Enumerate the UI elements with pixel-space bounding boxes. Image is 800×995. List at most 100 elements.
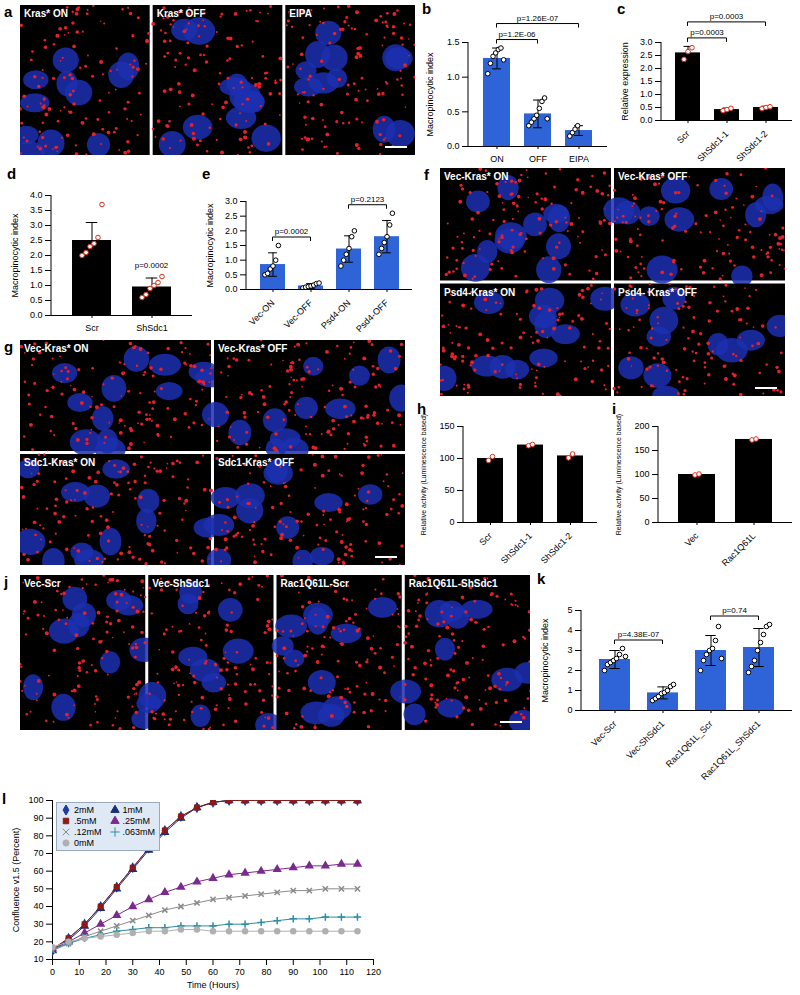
svg-text:p=0.0003: p=0.0003	[690, 28, 724, 37]
svg-text:2.0: 2.0	[30, 250, 43, 260]
svg-text:Relative expression: Relative expression	[620, 42, 630, 121]
svg-text:200: 200	[634, 421, 649, 431]
svg-text:0: 0	[644, 517, 649, 527]
svg-text:100: 100	[312, 967, 327, 977]
svg-text:110: 110	[340, 967, 354, 977]
svg-text:0.5: 0.5	[640, 102, 653, 112]
svg-text:30: 30	[33, 919, 43, 929]
svg-text:100: 100	[439, 453, 454, 463]
svg-text:Vec-Scr: Vec-Scr	[589, 719, 618, 748]
svg-text:p=0.0003: p=0.0003	[710, 12, 744, 21]
svg-text:1.5: 1.5	[640, 76, 653, 86]
svg-text:Kras* ON: Kras* ON	[24, 8, 68, 19]
svg-text:ShSdc1-2: ShSdc1-2	[539, 531, 574, 566]
svg-text:Kras* OFF: Kras* OFF	[157, 8, 206, 19]
svg-text:Sdc1-Kras* OFF: Sdc1-Kras* OFF	[218, 457, 294, 468]
svg-text:Rac1Q61L-Scr: Rac1Q61L-Scr	[281, 578, 349, 589]
svg-text:Vec-ShSdc1: Vec-ShSdc1	[152, 578, 210, 589]
svg-text:Psd4-Kras* ON: Psd4-Kras* ON	[444, 287, 515, 298]
svg-text:Macropinocytic index: Macropinocytic index	[10, 213, 20, 298]
svg-text:20: 20	[33, 937, 43, 947]
svg-text:2.5: 2.5	[225, 211, 238, 221]
svg-text:10: 10	[33, 954, 43, 964]
svg-text:1.0: 1.0	[30, 280, 43, 290]
svg-text:0.0: 0.0	[30, 310, 43, 320]
svg-text:0.0: 0.0	[640, 115, 653, 125]
svg-text:1: 1	[567, 685, 572, 695]
svg-text:80: 80	[261, 967, 271, 977]
svg-text:Confluence v1.5 (Percent): Confluence v1.5 (Percent)	[11, 828, 21, 933]
svg-text:3.0: 3.0	[225, 196, 238, 206]
svg-text:20: 20	[101, 967, 111, 977]
svg-text:0.0: 0.0	[225, 284, 238, 294]
svg-text:Vec-ShSdc1: Vec-ShSdc1	[624, 719, 666, 761]
svg-text:p=0.0002: p=0.0002	[275, 227, 309, 236]
svg-text:50: 50	[639, 493, 649, 503]
svg-text:1.5: 1.5	[447, 37, 460, 47]
svg-text:100: 100	[28, 795, 43, 805]
svg-text:1.0: 1.0	[447, 72, 460, 82]
svg-text:40: 40	[33, 901, 43, 911]
svg-text:Rac1Q61L-ShSdc1: Rac1Q61L-ShSdc1	[409, 578, 498, 589]
svg-text:EIPA: EIPA	[289, 8, 312, 19]
svg-text:50: 50	[181, 967, 191, 977]
svg-text:Psd4-OFF: Psd4-OFF	[354, 297, 391, 334]
svg-text:0.5: 0.5	[225, 270, 238, 280]
svg-text:Scr: Scr	[477, 531, 494, 548]
svg-text:40: 40	[154, 967, 164, 977]
svg-text:50: 50	[33, 884, 43, 894]
svg-text:Vec: Vec	[683, 530, 701, 548]
svg-text:90: 90	[288, 967, 298, 977]
svg-text:Macropinocytic index: Macropinocytic index	[205, 203, 215, 288]
svg-text:1.5: 1.5	[30, 265, 43, 275]
svg-text:Vec-Kras* OFF: Vec-Kras* OFF	[218, 343, 287, 354]
svg-text:30: 30	[128, 967, 138, 977]
svg-text:Vec-Kras* ON: Vec-Kras* ON	[444, 171, 508, 182]
svg-text:ShSdc1-1: ShSdc1-1	[695, 129, 730, 164]
svg-text:4: 4	[567, 625, 572, 635]
svg-text:p=1.26E-07: p=1.26E-07	[517, 14, 559, 23]
svg-text:0.5: 0.5	[447, 107, 460, 117]
svg-text:Vec-OFF: Vec-OFF	[282, 297, 315, 330]
svg-text:p=0.74: p=0.74	[722, 606, 747, 615]
svg-text:70: 70	[235, 967, 245, 977]
svg-text:Vec-Scr: Vec-Scr	[24, 578, 61, 589]
svg-text:p=1.2E-06: p=1.2E-06	[498, 30, 536, 39]
svg-text:2.5: 2.5	[30, 235, 43, 245]
svg-text:ShSdc1: ShSdc1	[136, 323, 168, 333]
svg-text:0.5: 0.5	[30, 295, 43, 305]
svg-text:80: 80	[33, 831, 43, 841]
svg-text:120: 120	[366, 967, 381, 977]
svg-text:3.0: 3.0	[30, 220, 43, 230]
svg-text:1.5: 1.5	[225, 240, 238, 250]
svg-text:p=4.38E-07: p=4.38E-07	[618, 630, 660, 639]
svg-text:60: 60	[33, 866, 43, 876]
svg-text:Macropinocytic index: Macropinocytic index	[425, 52, 435, 137]
svg-text:0: 0	[50, 967, 55, 977]
svg-text:Vec-Kras* OFF: Vec-Kras* OFF	[618, 171, 687, 182]
svg-text:Macropinocytic index: Macropinocytic index	[540, 618, 550, 703]
svg-text:5: 5	[567, 605, 572, 615]
svg-text:150: 150	[439, 421, 454, 431]
svg-text:2.5: 2.5	[640, 50, 653, 60]
svg-text:Vec-ON: Vec-ON	[247, 298, 276, 327]
svg-text:1.0: 1.0	[225, 255, 238, 265]
svg-text:p=0.0002: p=0.0002	[135, 261, 169, 270]
svg-text:100: 100	[634, 469, 649, 479]
svg-text:Sdc1-Kras* ON: Sdc1-Kras* ON	[24, 457, 95, 468]
svg-text:50: 50	[444, 485, 454, 495]
svg-text:Scr: Scr	[85, 323, 99, 333]
svg-text:2.0: 2.0	[225, 226, 238, 236]
svg-text:Relative activity (Luminescenc: Relative activity (Luminescence based)	[420, 414, 428, 535]
svg-text:2: 2	[567, 665, 572, 675]
svg-text:3: 3	[567, 645, 572, 655]
svg-text:Time (Hours): Time (Hours)	[187, 980, 239, 990]
svg-text:Scr: Scr	[675, 129, 692, 146]
svg-text:0: 0	[567, 705, 572, 715]
svg-text:OFF: OFF	[529, 154, 547, 164]
svg-text:Psd4-ON: Psd4-ON	[319, 298, 352, 331]
svg-text:150: 150	[634, 445, 649, 455]
svg-text:1.0: 1.0	[640, 89, 653, 99]
svg-text:Vec-Kras* ON: Vec-Kras* ON	[24, 343, 88, 354]
svg-text:Relative activity (Luminescenc: Relative activity (Luminescence based)	[615, 414, 623, 535]
